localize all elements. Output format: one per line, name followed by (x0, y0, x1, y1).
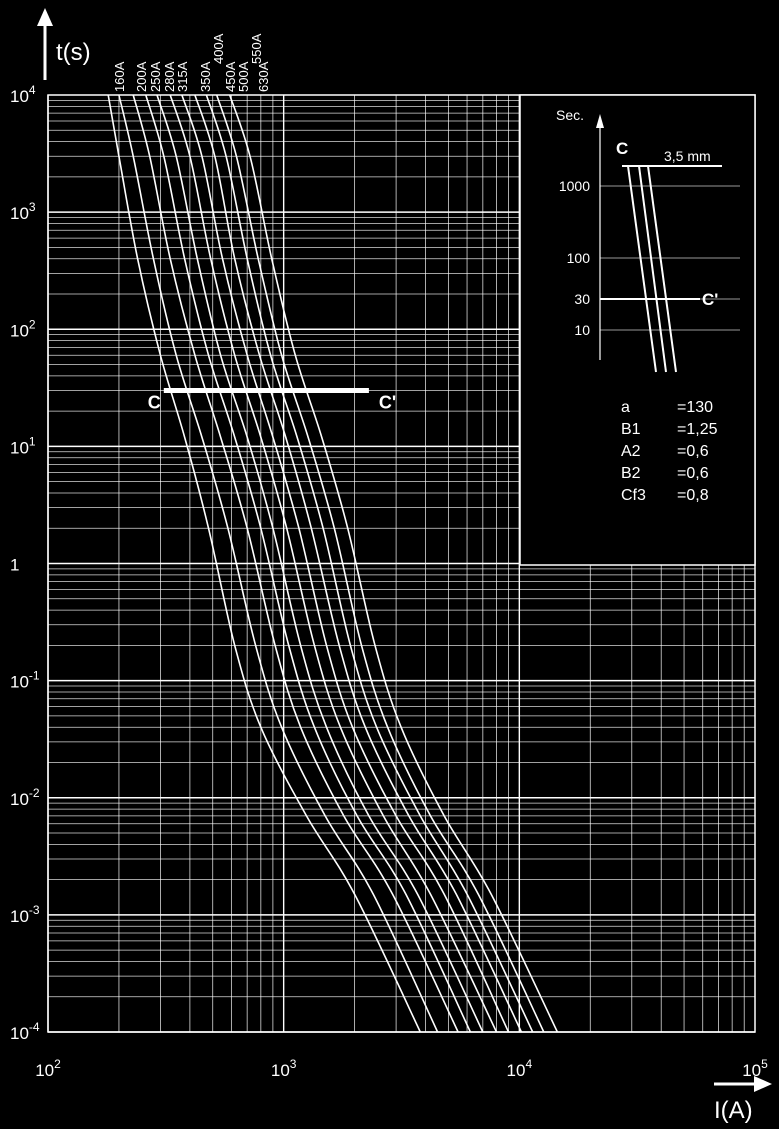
inset-axis-arrow-icon (596, 114, 604, 128)
inset-param-value: =0,6 (677, 465, 709, 482)
inset-curve (638, 165, 667, 373)
series-label: 350A (198, 61, 213, 92)
inset-tick-label: 30 (574, 291, 590, 307)
x-axis-label: I(A) (714, 1097, 753, 1124)
series-label: 500A (236, 61, 251, 92)
series-label: 550A (249, 33, 264, 64)
curve-160A (107, 94, 422, 1033)
inset-param-value: =1,25 (677, 421, 718, 438)
inset-param-value: =0,8 (677, 487, 709, 504)
curve-350A (169, 94, 498, 1033)
series-label: 630A (256, 61, 271, 92)
series-label: 250A (148, 61, 163, 92)
inset-param-name: B1 (621, 421, 641, 438)
curve-500A (205, 94, 534, 1033)
series-label: 280A (162, 61, 177, 92)
curve-630A (228, 94, 559, 1033)
x-axis-arrow-icon (754, 1076, 772, 1092)
series-label: 160A (112, 61, 127, 92)
inset-param-value: =0,6 (677, 443, 709, 460)
series-label: 400A (211, 33, 226, 64)
inset-dimension-label: 3,5 mm (664, 148, 711, 164)
y-axis-label: t(s) (56, 39, 91, 66)
x-tick-label: 105 (742, 1057, 768, 1080)
inset-param-name: A2 (621, 443, 641, 460)
axis-ticks: 102 103 104 105 104 103 102 101 1 10-1 10-2 10-3 10-… (10, 83, 768, 1080)
series-label: 315A (175, 61, 190, 92)
c-line-label-right: C' (379, 392, 396, 412)
c-line-marker: C C' (148, 387, 396, 412)
curve-550A (215, 94, 545, 1033)
inset-panel: Sec. 1000 100 30 10 C 3,5 mm C' a =130 B1 =1,25 A2 =0… (519, 94, 756, 566)
y-axis-arrow-icon (37, 8, 53, 26)
y-tick-label: 10-2 (10, 786, 40, 809)
y-tick-label: 104 (10, 83, 36, 106)
curve-250A (132, 94, 459, 1033)
inset-curve (627, 165, 657, 373)
inset-tick-label: 1000 (559, 178, 590, 194)
c-line-label-left: C (148, 392, 161, 412)
inset-tick-label: 10 (574, 322, 590, 338)
series-curves (107, 94, 559, 1033)
y-tick-label: 10-3 (10, 903, 40, 926)
y-tick-label: 10-1 (10, 669, 40, 692)
inset-curve (647, 165, 677, 373)
inset-param-name: Cf3 (621, 487, 646, 504)
series-label: 200A (134, 61, 149, 92)
curve-450A (194, 94, 523, 1033)
y-tick-label: 102 (10, 317, 36, 340)
inset-param-name: B2 (621, 465, 641, 482)
curve-400A (181, 94, 510, 1033)
curve-280A (145, 94, 472, 1033)
y-tick-label: 1 (10, 556, 19, 575)
x-tick-label: 103 (271, 1057, 297, 1080)
y-tick-label: 101 (10, 434, 36, 457)
x-tick-label: 104 (507, 1057, 533, 1080)
y-tick-label: 10-4 (10, 1020, 40, 1043)
curve-200A (118, 94, 439, 1033)
inset-c-prime-label: C' (702, 290, 718, 309)
series-label: 450A (223, 61, 238, 92)
y-tick-label: 103 (10, 200, 36, 223)
inset-tick-label: 100 (567, 250, 591, 266)
inset-unit-label: Sec. (556, 107, 584, 123)
x-tick-label: 102 (35, 1057, 61, 1080)
inset-param-value: =130 (677, 399, 713, 416)
inset-param-name: a (621, 399, 630, 416)
curve-315A (156, 94, 484, 1033)
inset-c-label: C (616, 139, 628, 158)
